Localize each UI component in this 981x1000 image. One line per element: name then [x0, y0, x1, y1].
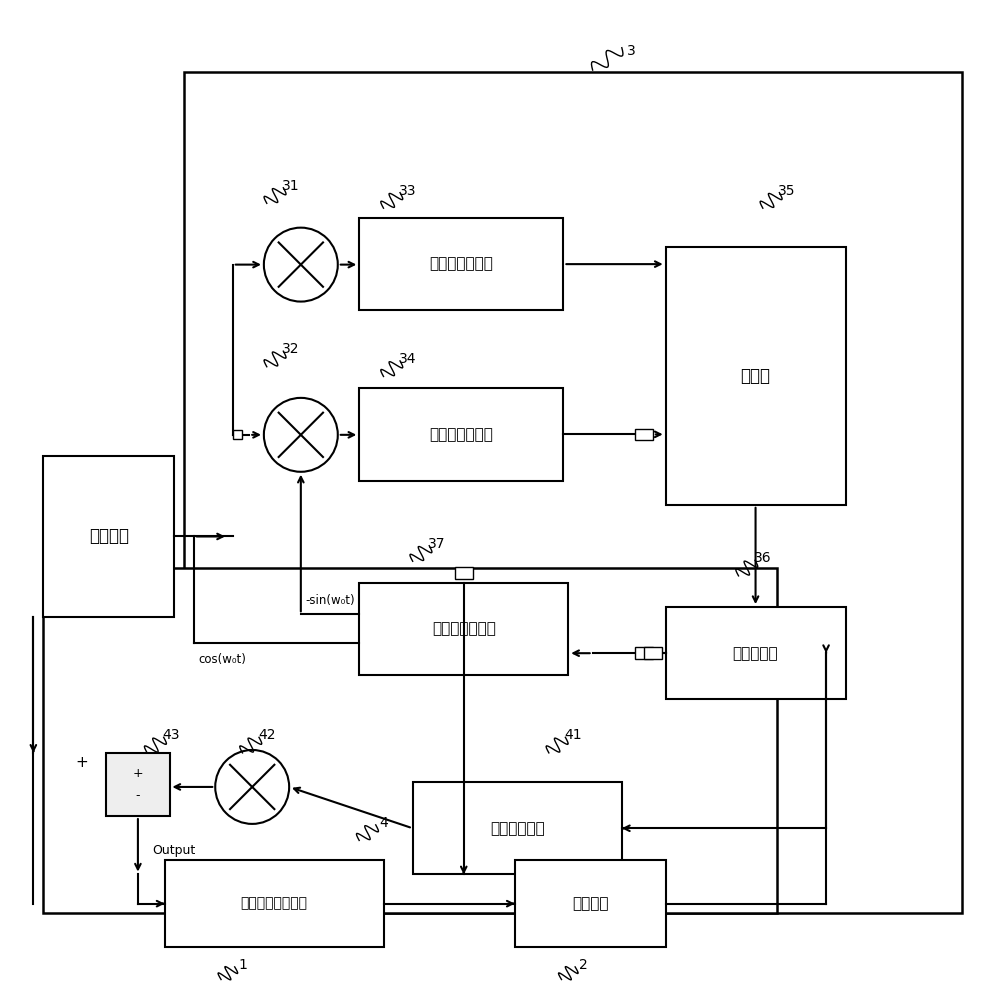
Text: 37: 37	[429, 537, 445, 551]
Bar	[645, 647, 662, 659]
Circle shape	[215, 750, 289, 824]
Text: cos(w₀t): cos(w₀t)	[199, 653, 246, 666]
Bar	[359, 388, 563, 481]
Bar	[515, 860, 665, 947]
Text: 3: 3	[627, 44, 636, 58]
Text: 环路滤波器: 环路滤波器	[733, 646, 778, 661]
Text: +: +	[132, 767, 143, 780]
Bar	[232, 430, 242, 439]
Bar	[43, 568, 777, 913]
Text: 32: 32	[283, 342, 300, 356]
Bar	[359, 583, 568, 675]
Bar	[413, 782, 622, 874]
Text: 4: 4	[379, 816, 387, 830]
Text: 2: 2	[579, 958, 588, 972]
Text: 鉴相器: 鉴相器	[741, 367, 770, 385]
Text: +: +	[76, 755, 88, 770]
Text: 调制控制单元: 调制控制单元	[490, 821, 544, 836]
Bar	[455, 567, 473, 579]
Text: 42: 42	[258, 728, 276, 742]
Bar	[165, 860, 384, 947]
Text: 35: 35	[778, 184, 796, 198]
Bar	[106, 753, 170, 816]
Circle shape	[264, 398, 337, 472]
Bar	[665, 607, 846, 699]
Text: 36: 36	[754, 551, 772, 565]
Text: 数字控制振荡器: 数字控制振荡器	[432, 621, 495, 636]
Text: 第一低通滤波器: 第一低通滤波器	[430, 257, 493, 272]
Text: 43: 43	[163, 728, 181, 742]
Text: 34: 34	[399, 352, 417, 366]
Text: 41: 41	[564, 728, 582, 742]
Bar	[43, 456, 175, 617]
Bar	[636, 647, 653, 659]
Bar	[359, 218, 563, 310]
Text: 第二低通滤波器: 第二低通滤波器	[430, 427, 493, 442]
Text: -sin(w₀t): -sin(w₀t)	[306, 594, 355, 607]
Bar	[665, 247, 846, 505]
Text: 33: 33	[399, 184, 417, 198]
Text: 设置模块: 设置模块	[572, 896, 608, 911]
Text: Output: Output	[152, 844, 196, 857]
Bar	[184, 72, 962, 913]
Text: 初始频率获取模块: 初始频率获取模块	[240, 897, 308, 911]
Circle shape	[264, 228, 337, 302]
Text: 1: 1	[238, 958, 247, 972]
Text: 输入信号: 输入信号	[88, 527, 129, 545]
Text: -: -	[135, 789, 140, 802]
Bar	[636, 429, 653, 440]
Text: 31: 31	[283, 179, 300, 193]
